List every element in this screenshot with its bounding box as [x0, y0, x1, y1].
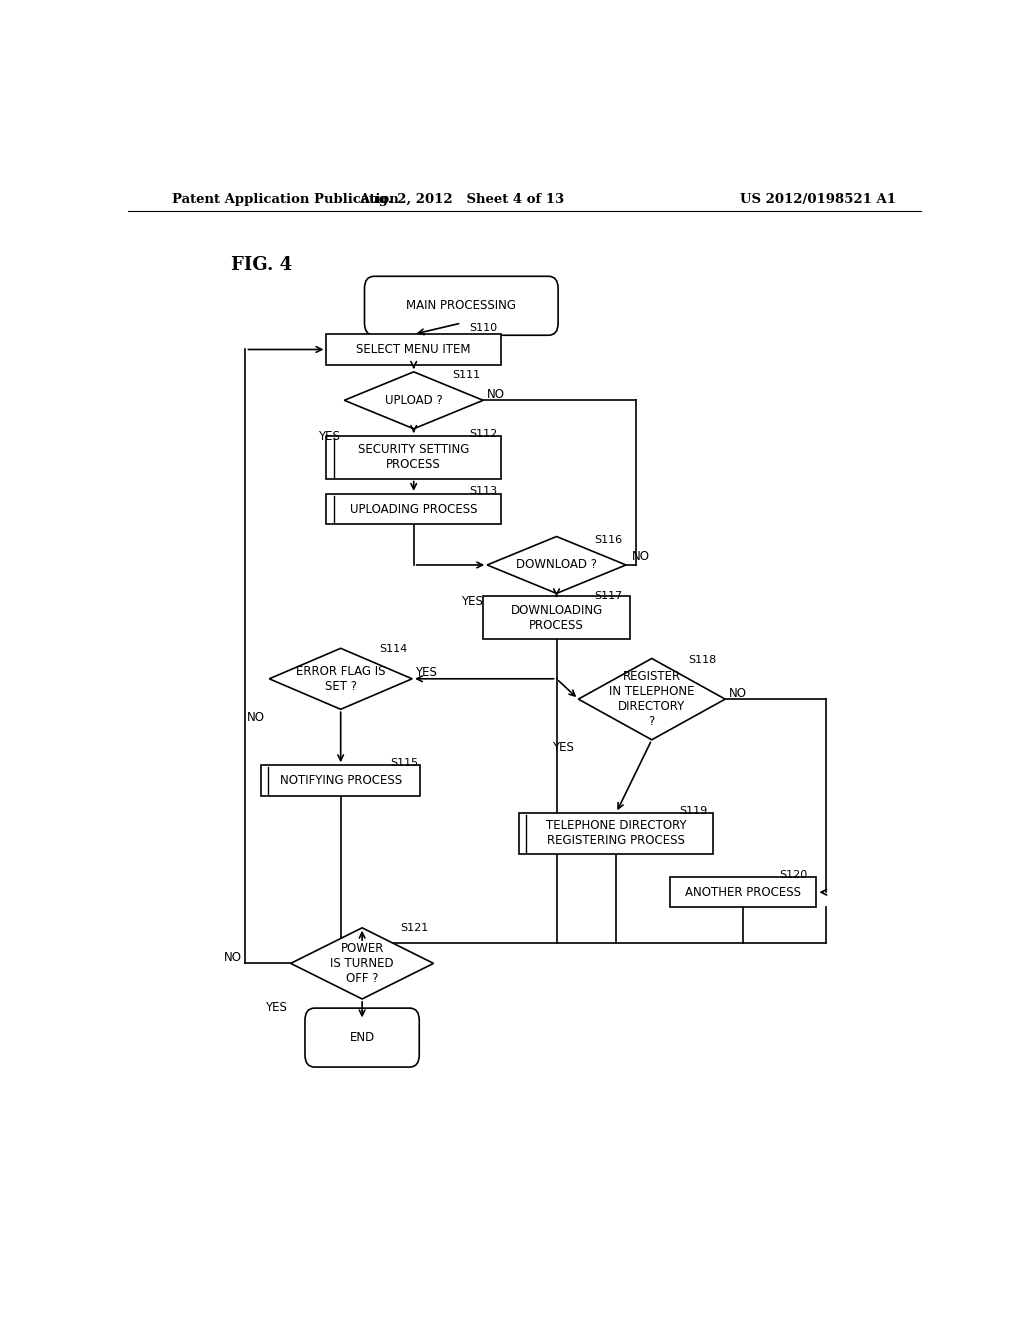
Text: YES: YES — [318, 430, 340, 444]
Text: END: END — [349, 1031, 375, 1044]
Text: Patent Application Publication: Patent Application Publication — [172, 193, 398, 206]
Text: S118: S118 — [688, 655, 717, 664]
Polygon shape — [344, 372, 483, 429]
Text: NO: NO — [223, 950, 242, 964]
Text: SECURITY SETTING
PROCESS: SECURITY SETTING PROCESS — [358, 444, 469, 471]
Text: US 2012/0198521 A1: US 2012/0198521 A1 — [740, 193, 896, 206]
Polygon shape — [487, 536, 626, 594]
FancyBboxPatch shape — [305, 1008, 419, 1067]
Text: NOTIFYING PROCESS: NOTIFYING PROCESS — [280, 774, 401, 787]
Bar — [670, 876, 816, 907]
Text: YES: YES — [265, 1001, 287, 1014]
Text: S112: S112 — [469, 429, 498, 440]
Text: NO: NO — [487, 388, 505, 401]
Bar — [327, 436, 501, 479]
Polygon shape — [291, 928, 433, 999]
Text: ERROR FLAG IS
SET ?: ERROR FLAG IS SET ? — [296, 665, 385, 693]
Bar — [327, 494, 501, 524]
Text: TELEPHONE DIRECTORY
REGISTERING PROCESS: TELEPHONE DIRECTORY REGISTERING PROCESS — [546, 820, 686, 847]
Text: UPLOAD ?: UPLOAD ? — [385, 393, 442, 407]
Text: MAIN PROCESSING: MAIN PROCESSING — [407, 300, 516, 313]
Text: S120: S120 — [778, 870, 807, 880]
Text: NO: NO — [632, 550, 649, 564]
Text: FIG. 4: FIG. 4 — [231, 256, 292, 275]
Text: Aug. 2, 2012   Sheet 4 of 13: Aug. 2, 2012 Sheet 4 of 13 — [358, 193, 564, 206]
Text: YES: YES — [461, 595, 483, 609]
Bar — [261, 766, 420, 796]
Bar — [327, 334, 501, 364]
Text: S111: S111 — [452, 370, 480, 380]
Text: SELECT MENU ITEM: SELECT MENU ITEM — [356, 343, 471, 356]
Text: ANOTHER PROCESS: ANOTHER PROCESS — [685, 886, 801, 899]
Text: S119: S119 — [679, 807, 707, 816]
Bar — [483, 597, 630, 639]
Text: NO: NO — [247, 711, 265, 723]
Text: S121: S121 — [400, 923, 428, 933]
Text: S114: S114 — [379, 644, 407, 655]
Text: DOWNLOAD ?: DOWNLOAD ? — [516, 558, 597, 572]
Polygon shape — [269, 648, 412, 709]
Text: DOWNLOADING
PROCESS: DOWNLOADING PROCESS — [510, 603, 603, 632]
Text: S115: S115 — [390, 758, 418, 768]
Text: S116: S116 — [595, 535, 623, 545]
Polygon shape — [579, 659, 725, 739]
Text: NO: NO — [729, 686, 748, 700]
FancyBboxPatch shape — [365, 276, 558, 335]
Text: UPLOADING PROCESS: UPLOADING PROCESS — [350, 503, 477, 516]
Text: YES: YES — [553, 742, 574, 755]
Text: S117: S117 — [595, 590, 623, 601]
Text: POWER
IS TURNED
OFF ?: POWER IS TURNED OFF ? — [331, 942, 394, 985]
Bar — [519, 813, 714, 854]
Text: S113: S113 — [469, 486, 498, 496]
Text: REGISTER
IN TELEPHONE
DIRECTORY
?: REGISTER IN TELEPHONE DIRECTORY ? — [609, 671, 694, 729]
Text: S110: S110 — [469, 323, 498, 333]
Text: YES: YES — [416, 667, 437, 680]
